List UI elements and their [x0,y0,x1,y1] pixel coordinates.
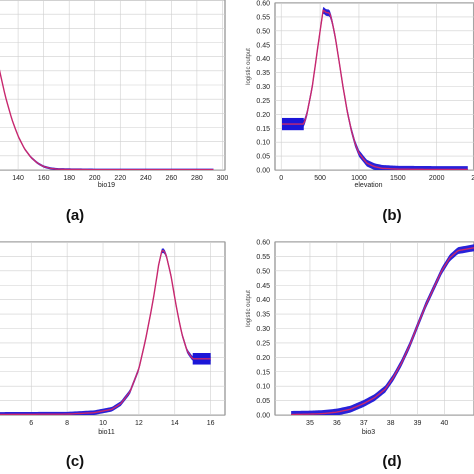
chart-panel-3: 6 8 10 12 14 16 bio11 (c) [0,241,226,470]
response-curve [0,249,211,415]
x-tick-label: 280 [191,175,203,182]
x-tick-label: 2 [471,175,474,182]
y-tick-label: 0.00 [256,168,270,175]
x-tick-label: 16 [207,420,215,427]
x-axis-label: bio3 [362,429,375,436]
y-tick-label: 0.10 [256,140,270,147]
x-tick-label: 1000 [351,175,367,182]
y-tick-label: 0.05 [256,398,270,405]
y-tick-label: 0.35 [256,70,270,77]
y-tick-label: 0.45 [256,42,270,49]
y-tick-label: 0.45 [256,283,270,290]
panel-label: (a) [66,207,84,224]
x-tick-label: 220 [114,175,126,182]
x-tick-label: 14 [171,420,179,427]
chart-panel-2: 0 500 1000 1500 2000 2 0.00 0.05 0.10 0.15 0.20 0.2… [246,1,474,224]
y-tick-label: 0.40 [256,56,270,63]
x-tick-label: 500 [314,175,326,182]
y-tick-label: 0.20 [256,355,270,362]
x-tick-label: 38 [387,420,395,427]
x-tick-label: 6 [29,420,33,427]
panel-label: (b) [382,207,401,224]
x-tick-label: 260 [166,175,178,182]
x-tick-label: 200 [89,175,101,182]
y-axis-label: logistic output [246,48,252,85]
y-tick-label: 0.50 [256,268,270,275]
y-tick-label: 0.25 [256,340,270,347]
x-tick-label: 37 [360,420,368,427]
grid [0,0,225,170]
grid [275,242,474,415]
x-axis-label: bio19 [98,182,115,189]
panel-label: (c) [66,453,84,470]
chart-panel-1: 140 160 180 200 220 240 260 280 300 bio19 (a) [0,0,228,224]
y-tick-label: 0.30 [256,84,270,91]
y-tick-label: 0.15 [256,126,270,133]
y-axis-label: logistic output [246,290,252,327]
y-tick-label: 0.35 [256,312,270,319]
x-tick-label: 180 [63,175,75,182]
response-curve [0,69,214,170]
y-tick-label: 0.60 [256,240,270,247]
x-tick-label: 35 [306,420,314,427]
x-axis-label: elevation [354,182,382,189]
y-tick-label: 0.20 [256,112,270,119]
panel-label: (d) [382,453,401,470]
y-tick-label: 0.10 [256,384,270,391]
y-tick-label: 0.60 [256,1,270,8]
y-tick-label: 0.55 [256,14,270,21]
x-tick-label: 36 [333,420,341,427]
y-tick-label: 0.15 [256,369,270,376]
x-tick-label: 8 [65,420,69,427]
x-tick-label: 40 [441,420,449,427]
x-tick-label: 10 [99,420,107,427]
y-tick-label: 0.05 [256,154,270,161]
x-tick-label: 12 [135,420,143,427]
x-tick-label: 160 [38,175,50,182]
y-tick-label: 0.55 [256,254,270,261]
y-tick-label: 0.50 [256,28,270,35]
grid [275,3,474,170]
response-curve [282,9,468,170]
grid [0,242,225,415]
x-tick-label: 39 [414,420,422,427]
response-curve [291,247,474,415]
y-tick-label: 0.30 [256,326,270,333]
x-tick-label: 140 [12,175,24,182]
x-tick-label: 240 [140,175,152,182]
x-tick-label: 1500 [390,175,406,182]
y-tick-label: 0.40 [256,297,270,304]
x-tick-label: 300 [217,175,229,182]
y-tick-label: 0.00 [256,413,270,420]
x-tick-label: 0 [279,175,283,182]
y-tick-label: 0.25 [256,98,270,105]
x-axis-label: bio11 [98,429,115,436]
chart-panel-4: 35 36 37 38 39 40 0.00 0.05 0.10 0.15 0.20 0.25 0.30… [246,240,474,470]
x-tick-label: 2000 [429,175,445,182]
